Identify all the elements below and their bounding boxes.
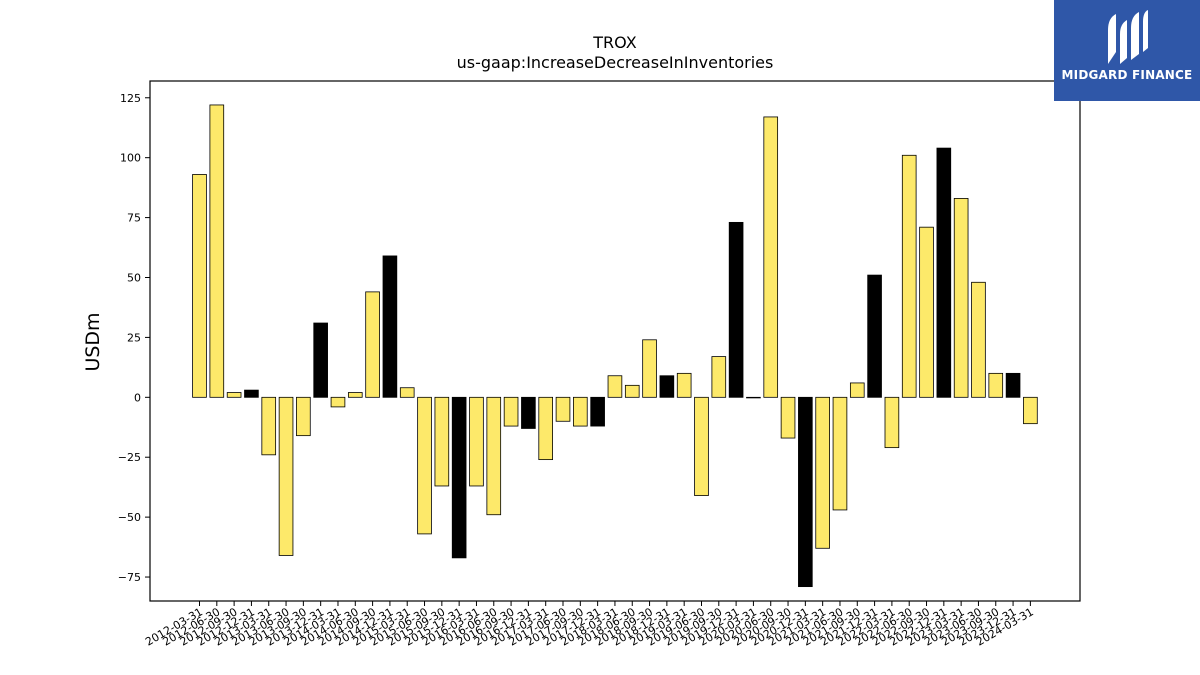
bar-2023-09-30 — [988, 372, 1004, 398]
chart-subtitle: us-gaap:IncreaseDecreaseInInventories — [457, 53, 774, 72]
chart-title: TROX — [592, 33, 636, 52]
bar-2012-09-30 — [226, 392, 242, 398]
bar-2016-03-31 — [469, 396, 484, 487]
bar-2014-06-30 — [347, 392, 363, 398]
plot-frame — [149, 80, 1081, 602]
bar-2022-12-31 — [936, 147, 952, 398]
bar-2013-09-30 — [296, 396, 311, 437]
bar-2015-09-30 — [434, 396, 450, 487]
bar-2015-03-31 — [399, 387, 415, 398]
bar-2012-12-31 — [244, 389, 259, 398]
bar-2016-09-30 — [503, 396, 519, 427]
bar-2013-12-31 — [313, 322, 328, 398]
logo-text: MIDGARD FINANCE — [1061, 68, 1193, 82]
bar-2017-09-30 — [573, 396, 588, 427]
y-tick-label: 100 — [120, 152, 141, 165]
bar-2018-06-30 — [624, 384, 640, 398]
bar-2018-12-31 — [659, 375, 675, 398]
bar-2019-12-31 — [728, 221, 744, 398]
y-tick-label: 125 — [120, 92, 141, 105]
bar-2021-09-30 — [849, 382, 865, 398]
bar-2022-06-30 — [901, 154, 917, 398]
bar-2013-06-30 — [278, 396, 294, 556]
bar-2019-09-30 — [711, 356, 727, 398]
bar-2017-12-31 — [590, 396, 605, 427]
bar-2023-12-31 — [1005, 372, 1021, 398]
bar-2020-06-30 — [763, 116, 779, 398]
bar-2018-03-31 — [607, 375, 623, 398]
bar-2018-09-30 — [642, 339, 657, 398]
bar-2019-06-30 — [694, 396, 709, 496]
bars-group — [192, 104, 1038, 588]
bar-2021-03-31 — [815, 396, 830, 549]
bar-2019-03-31 — [676, 372, 692, 398]
midgard-logo-icon — [1108, 10, 1148, 64]
x-ticks-group: 2012-03-312012-06-302012-09-302012-12-31… — [143, 601, 1036, 649]
y-tick-label: 75 — [127, 212, 141, 225]
bar-2016-06-30 — [486, 396, 502, 516]
bar-2012-03-31 — [192, 174, 207, 398]
bar-2012-06-30 — [209, 104, 225, 398]
bar-2023-06-30 — [971, 281, 986, 398]
bar-2014-09-30 — [365, 291, 380, 398]
y-ticks-group: −75 −50 −25 0 25 50 75 100 125 — [118, 92, 150, 584]
y-tick-label: 50 — [127, 271, 141, 284]
bar-2015-06-30 — [417, 396, 432, 535]
bar-2016-12-31 — [521, 396, 536, 429]
y-tick-label: −75 — [118, 571, 141, 584]
y-tick-label: 0 — [134, 391, 141, 404]
bar-2013-03-31 — [261, 396, 277, 456]
y-tick-label: −25 — [118, 451, 141, 464]
bar-2021-06-30 — [832, 396, 848, 511]
y-tick-label: −50 — [118, 511, 141, 524]
bar-2021-12-31 — [867, 274, 882, 398]
bar-2020-09-30 — [780, 396, 796, 439]
y-axis-label: USDm — [82, 312, 104, 371]
bar-2017-03-31 — [538, 396, 553, 461]
midgard-finance-logo: MIDGARD FINANCE — [1054, 0, 1200, 101]
bar-2020-03-31 — [746, 396, 761, 399]
bar-2020-12-31 — [798, 396, 813, 588]
bar-2017-06-30 — [555, 396, 571, 422]
bar-2014-12-31 — [382, 255, 398, 398]
bar-2023-03-31 — [953, 198, 969, 398]
bar-2015-12-31 — [451, 396, 467, 559]
bar-2022-03-31 — [884, 396, 900, 449]
bar-2014-03-31 — [330, 396, 346, 408]
bar-2024-03-31 — [1023, 396, 1038, 425]
bar-2022-09-30 — [919, 226, 934, 398]
y-tick-label: 25 — [127, 331, 141, 344]
